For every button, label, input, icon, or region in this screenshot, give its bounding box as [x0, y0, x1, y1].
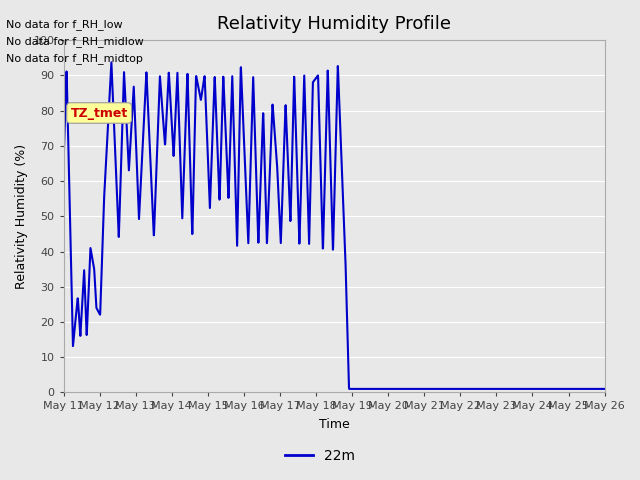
Title: Relativity Humidity Profile: Relativity Humidity Profile	[217, 15, 451, 33]
Y-axis label: Relativity Humidity (%): Relativity Humidity (%)	[15, 144, 28, 289]
X-axis label: Time: Time	[319, 419, 349, 432]
Text: TZ_tmet: TZ_tmet	[70, 107, 128, 120]
Text: No data for f_RH_midlow: No data for f_RH_midlow	[6, 36, 144, 47]
Legend: 22m: 22m	[280, 443, 360, 468]
Text: No data for f_RH_low: No data for f_RH_low	[6, 19, 123, 30]
Text: No data for f_RH_midtop: No data for f_RH_midtop	[6, 53, 143, 64]
